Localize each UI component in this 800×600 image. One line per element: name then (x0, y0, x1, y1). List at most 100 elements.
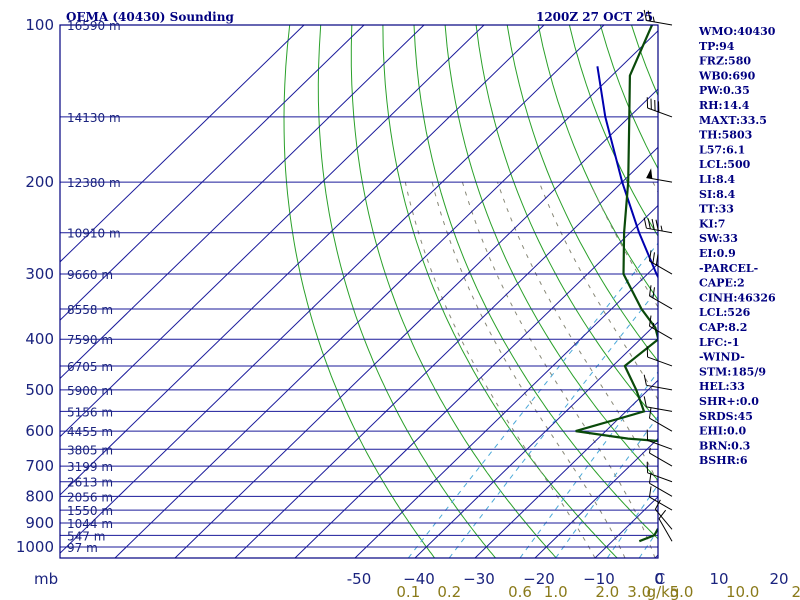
temperature-tick-label: 0 (654, 570, 664, 588)
sounding-index: TP:94 (699, 40, 735, 53)
sounding-index: BSHR:6 (699, 454, 748, 467)
mixing-ratio-labels: 0.10.20.61.02.03.05.010.020.040.0g/kg (396, 583, 800, 600)
sounding-index: EHI:0.0 (699, 425, 746, 438)
height-label: 16590 m (67, 19, 121, 33)
wind-barb (648, 285, 673, 310)
plot-area (60, 25, 658, 558)
wind-barb-flag (643, 396, 647, 408)
sounding-index: SRDS:45 (699, 410, 753, 423)
wind-barb-staff (649, 295, 673, 310)
isotherm-line (60, 25, 365, 321)
sounding-index: TT:33 (699, 203, 734, 216)
sounding-index: CAPE:2 (699, 277, 745, 290)
wind-barb (643, 9, 673, 26)
height-label: 2056 m (67, 490, 113, 504)
height-label: 5156 m (67, 405, 113, 419)
isotherm-line (174, 88, 658, 558)
pressure-unit-label: mb (34, 570, 58, 588)
moist-adiabat (538, 181, 658, 401)
sounding-index: LCL:500 (699, 158, 751, 171)
temperature-tick-label: −20 (523, 570, 555, 588)
sounding-index: -PARCEL- (699, 262, 758, 275)
wind-barb-staff (646, 406, 673, 412)
wind-barb-staff (646, 177, 673, 183)
pressure-tick-label: 100 (25, 16, 54, 34)
mixing-ratio-label: 0.1 (396, 583, 420, 600)
wind-barb-half-flag (652, 322, 655, 329)
station-title: OEMA (40430) Sounding (66, 10, 234, 24)
sounding-index: LCL:526 (699, 306, 751, 319)
wind-barb-flag (650, 98, 652, 110)
wind-barb-staff (649, 452, 673, 467)
pressure-tick-label: 1000 (16, 538, 54, 556)
wind-barb-staff (647, 472, 673, 483)
height-label: 6705 m (67, 360, 113, 374)
sounding-index: TH:5803 (699, 129, 752, 142)
isotherm-line (414, 321, 658, 558)
isotherms (60, 25, 658, 558)
wind-barb (643, 374, 673, 391)
wind-barb-flag (646, 346, 649, 358)
isotherm-line (60, 25, 305, 263)
wind-barb (646, 168, 673, 183)
wind-barb-flag (652, 287, 655, 299)
height-label: 2613 m (67, 476, 113, 490)
height-label: 14130 m (67, 111, 121, 125)
dry-adiabat (350, 25, 557, 558)
wind-barb (643, 217, 673, 234)
wind-barb-staff (647, 356, 673, 367)
temperature-tick-label: 20 (769, 570, 788, 588)
sounding-index: SHR+:0.0 (699, 395, 759, 408)
sounding-index: CINH:46326 (699, 291, 776, 304)
sounding-index: WB0:690 (698, 69, 756, 82)
wind-barb (654, 499, 673, 530)
isotherm-line (474, 379, 658, 558)
wind-barb-staff (646, 227, 673, 234)
wind-barb-staff (649, 417, 673, 432)
wind-barb-flag (648, 486, 652, 498)
isotherm-line (60, 25, 485, 438)
isotherm-line (114, 30, 658, 558)
wind-barb-flag (658, 509, 667, 519)
pressure-tick-label: 500 (25, 381, 54, 399)
dry-adiabat (537, 25, 658, 301)
wind-barb-flag (658, 101, 660, 113)
wind-barb (648, 486, 673, 511)
wind-barb-flag (647, 10, 651, 22)
wind-barb-flag (648, 407, 652, 419)
height-label: 3805 m (67, 443, 113, 457)
height-label: 97 m (67, 541, 98, 555)
height-label: 9660 m (67, 268, 113, 282)
height-label: 5900 m (67, 384, 113, 398)
wind-barb-staff (647, 107, 673, 118)
mixing-ratio-line (407, 242, 658, 558)
wind-barb-staff (646, 384, 673, 391)
temperature-unit-label: C (655, 570, 665, 588)
wind-barb-flag (655, 219, 659, 231)
wind-barbs (643, 9, 673, 542)
height-label: 4455 m (67, 425, 113, 439)
mixing-ratio-line (448, 287, 658, 558)
sounding-index: HEL:33 (699, 380, 745, 393)
temperature-tick-label: −30 (463, 570, 495, 588)
pressure-tick-label: 400 (25, 330, 54, 348)
wind-barb (648, 447, 673, 467)
height-label: 3199 m (67, 460, 113, 474)
pressure-tick-label: 900 (25, 514, 54, 532)
mixing-ratio-label: 0.6 (508, 583, 532, 600)
wind-barb-staff (658, 518, 673, 542)
temperature-tick-label: 10 (709, 570, 728, 588)
wind-barb-staff (649, 496, 673, 511)
sounding-index: SW:33 (699, 232, 738, 245)
sounding-index: RH:14.4 (699, 99, 750, 112)
sounding-index: FRZ:580 (699, 55, 751, 68)
dry-adiabat (382, 25, 618, 558)
isotherm-line (534, 437, 658, 558)
isotherm-line (234, 146, 658, 558)
wind-barb (658, 509, 673, 542)
dry-adiabat (506, 25, 658, 362)
sounding-index: BRN:0.3 (699, 439, 750, 452)
wind-barb-flag (652, 252, 655, 264)
